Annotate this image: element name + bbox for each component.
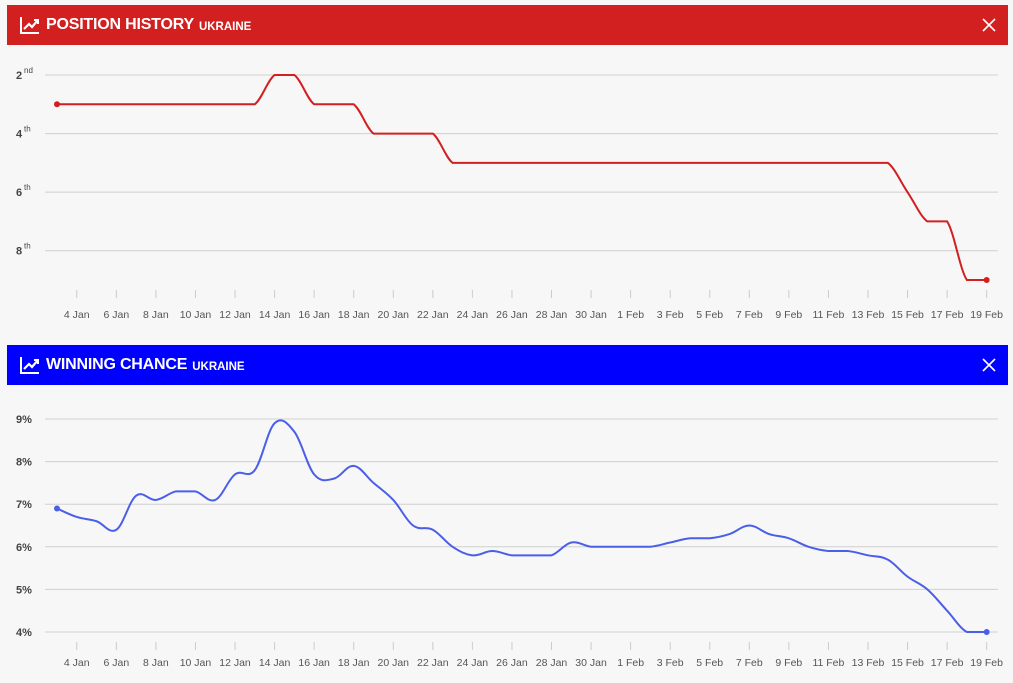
x-tick-label: 19 Feb bbox=[970, 309, 1003, 321]
y-tick-label: 8% bbox=[16, 457, 32, 469]
y-tick-label: 6% bbox=[16, 542, 32, 554]
x-tick-label: 12 Jan bbox=[219, 309, 251, 321]
x-tick-label: 18 Jan bbox=[338, 309, 370, 321]
x-tick-label: 4 Jan bbox=[64, 309, 90, 321]
x-tick-label: 28 Jan bbox=[536, 309, 568, 321]
series-line bbox=[57, 74, 987, 281]
x-tick-label: 6 Jan bbox=[103, 309, 129, 321]
x-tick-label: 11 Feb bbox=[812, 309, 844, 321]
data-point bbox=[983, 277, 990, 283]
y-tick-suffix: th bbox=[24, 242, 31, 251]
x-tick-label: 30 Jan bbox=[575, 309, 607, 321]
x-tick-label: 5 Feb bbox=[696, 657, 723, 669]
position-history-header: POSITION HISTORY UKRAINE bbox=[7, 5, 1008, 45]
x-tick-label: 10 Jan bbox=[180, 657, 212, 669]
trending-up-icon bbox=[20, 357, 39, 374]
close-icon[interactable] bbox=[980, 356, 998, 374]
x-tick-label: 13 Feb bbox=[852, 309, 885, 321]
y-tick-label: 8 bbox=[16, 246, 22, 258]
x-tick-label: 26 Jan bbox=[496, 309, 528, 321]
series-line bbox=[56, 419, 987, 634]
x-tick-label: 12 Jan bbox=[219, 657, 251, 669]
y-tick-label: 4% bbox=[16, 627, 32, 639]
y-tick-label: 9% bbox=[16, 414, 32, 426]
x-tick-label: 3 Feb bbox=[657, 309, 684, 321]
x-tick-label: 11 Feb bbox=[812, 657, 844, 669]
position-history-chart: 2 nd4 th6 th8 th4 Jan 6 Jan 8 Jan 10 Jan 12 Jan 1… bbox=[16, 66, 1003, 321]
x-tick-label: 22 Jan bbox=[417, 657, 449, 669]
winning-chance-header: WINNING CHANCE UKRAINE bbox=[7, 345, 1008, 385]
x-tick-label: 17 Feb bbox=[931, 657, 964, 669]
y-tick-label: 4 bbox=[16, 129, 23, 141]
x-tick-label: 16 Jan bbox=[298, 657, 330, 669]
panel-title: WINNING CHANCE bbox=[46, 356, 188, 373]
panel-subtitle: UKRAINE bbox=[198, 20, 252, 33]
x-tick-label: 1 Feb bbox=[617, 309, 644, 321]
x-tick-label: 8 Jan bbox=[143, 657, 169, 669]
x-tick-label: 7 Feb bbox=[736, 657, 763, 669]
panel-title: POSITION HISTORY bbox=[46, 16, 194, 33]
x-tick-label: 7 Feb bbox=[736, 309, 763, 321]
y-tick-suffix: th bbox=[24, 125, 31, 134]
x-tick-label: 1 Feb bbox=[617, 657, 644, 669]
y-tick-label: 2 bbox=[16, 70, 22, 82]
winning-chance-chart: 4% 5% 6% 7% 8% 9% 4 Jan 6 Jan 8 Jan 10 Jan 12 Jan 1… bbox=[16, 414, 1003, 669]
x-tick-label: 4 Jan bbox=[64, 657, 90, 669]
x-tick-label: 24 Jan bbox=[457, 309, 489, 321]
x-tick-label: 10 Jan bbox=[180, 309, 212, 321]
close-icon[interactable] bbox=[980, 16, 998, 34]
x-tick-label: 13 Feb bbox=[852, 657, 885, 669]
x-tick-label: 14 Jan bbox=[259, 657, 291, 669]
x-tick-label: 30 Jan bbox=[575, 657, 607, 669]
x-tick-label: 15 Feb bbox=[891, 657, 924, 669]
data-point bbox=[983, 629, 990, 635]
trending-up-icon bbox=[20, 17, 39, 34]
x-tick-label: 20 Jan bbox=[377, 309, 409, 321]
x-tick-label: 20 Jan bbox=[377, 657, 409, 669]
x-tick-label: 19 Feb bbox=[970, 657, 1003, 669]
y-tick-suffix: th bbox=[24, 183, 31, 192]
panel-subtitle: UKRAINE bbox=[192, 360, 245, 373]
x-tick-label: 18 Jan bbox=[338, 657, 370, 669]
y-tick-label: 5% bbox=[16, 584, 32, 596]
y-tick-label: 7% bbox=[16, 499, 32, 511]
x-tick-label: 26 Jan bbox=[496, 657, 528, 669]
x-tick-label: 22 Jan bbox=[417, 309, 449, 321]
x-tick-label: 16 Jan bbox=[298, 309, 330, 321]
data-point bbox=[54, 101, 60, 108]
data-point bbox=[54, 505, 60, 512]
x-tick-label: 8 Jan bbox=[143, 309, 169, 321]
x-tick-label: 17 Feb bbox=[931, 309, 964, 321]
x-tick-label: 14 Jan bbox=[259, 309, 291, 321]
x-tick-label: 9 Feb bbox=[775, 657, 802, 669]
y-tick-label: 6 bbox=[16, 187, 22, 199]
x-tick-label: 15 Feb bbox=[891, 309, 924, 321]
x-tick-label: 28 Jan bbox=[536, 657, 568, 669]
x-tick-label: 24 Jan bbox=[457, 657, 489, 669]
x-tick-label: 6 Jan bbox=[103, 657, 129, 669]
x-tick-label: 9 Feb bbox=[775, 309, 802, 321]
x-tick-label: 5 Feb bbox=[696, 309, 723, 321]
y-tick-suffix: nd bbox=[24, 66, 33, 75]
x-tick-label: 3 Feb bbox=[657, 657, 684, 669]
